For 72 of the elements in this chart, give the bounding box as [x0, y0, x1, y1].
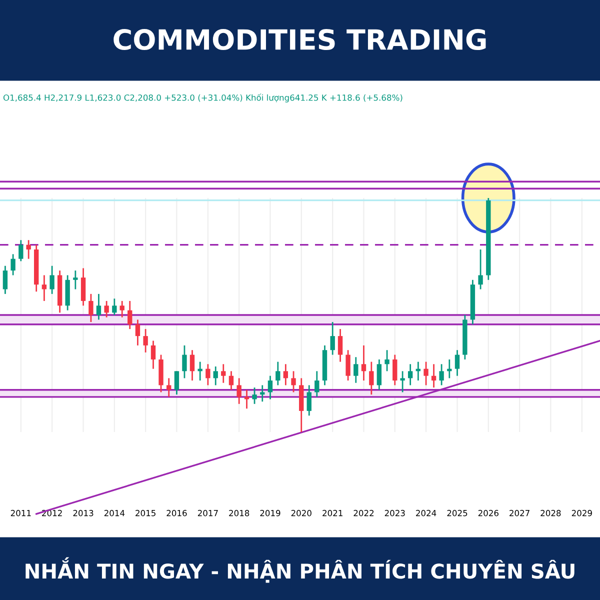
x-tick-label: 2015	[136, 510, 156, 516]
candlestick	[306, 384, 312, 416]
candlestick	[42, 274, 47, 302]
candlestick	[361, 344, 366, 382]
candlestick	[291, 370, 296, 393]
x-tick-label: 2028	[540, 510, 561, 516]
candlestick	[431, 363, 436, 388]
x-tick-label: 2014	[104, 510, 125, 516]
x-tick-label: 2023	[384, 510, 405, 516]
candlestick	[260, 384, 265, 402]
candlestick	[354, 356, 358, 384]
candlestick	[150, 340, 156, 370]
candlestick	[135, 318, 140, 346]
x-tick-label: 2021	[322, 510, 342, 516]
candlestick	[143, 328, 148, 354]
candlestick	[96, 293, 102, 320]
candlestick	[439, 363, 444, 386]
candlestick	[400, 370, 405, 393]
x-tick-label: 2017	[198, 510, 218, 516]
candlestick	[276, 361, 280, 386]
candlestick	[190, 349, 195, 382]
x-tick-label: 2016	[166, 510, 187, 516]
candlestick	[346, 349, 350, 382]
candlestick	[213, 366, 218, 386]
x-tick-label: 2025	[447, 510, 468, 516]
candlestick	[104, 300, 109, 318]
candlestick	[330, 321, 335, 356]
candlestick	[384, 349, 390, 372]
candlestick	[2, 265, 8, 295]
chart-subtitle: O1,685.4 H2,217.9 L1,623.0 C2,208.0 +523.0 (+31.04%) Khối lượng641.25 K +118.6 (+5.68%)	[3, 94, 402, 102]
x-tick-label: 2018	[229, 510, 250, 516]
candlestick	[454, 349, 460, 377]
candlestick	[18, 239, 24, 262]
candlestick	[252, 386, 257, 405]
chart-title: COMMODITIES TRADING	[114, 29, 486, 50]
candlestick	[221, 363, 226, 384]
x-tick-label: 2019	[260, 510, 280, 516]
candlestick	[392, 354, 398, 386]
x-tick-label: 2022	[354, 510, 374, 516]
candlestick	[166, 377, 172, 398]
candlestick	[228, 370, 234, 391]
x-tick-label: 2026	[478, 510, 498, 516]
text: NHẮN TIN NGAY - NHẬN PHÂN TÍCH CHUYÊN SÂU	[26, 557, 574, 583]
candlestick	[73, 270, 78, 290]
candlestick	[174, 370, 180, 396]
candlestick	[424, 361, 428, 386]
candlestick	[112, 298, 117, 316]
x-tick-label: 2027	[510, 510, 530, 516]
candlestick	[283, 363, 288, 386]
x-tick-label: 2024	[416, 510, 436, 516]
candlestick	[369, 361, 374, 396]
x-tick-label: 2029	[572, 510, 592, 516]
candlestick	[198, 361, 202, 382]
candlestick	[478, 248, 483, 290]
candlestick	[408, 363, 413, 386]
candlestick	[88, 293, 94, 323]
candlestick	[10, 253, 16, 276]
candlestick	[80, 268, 86, 306]
candlestick	[26, 239, 31, 260]
candlestick	[376, 358, 382, 391]
candlestick	[268, 375, 273, 400]
candlestick	[314, 370, 320, 398]
x-tick-label: 2013	[73, 510, 94, 516]
candlestick	[236, 377, 242, 405]
candlestick	[338, 328, 343, 362]
x-tick-label: 2011	[10, 510, 31, 516]
candlestick	[182, 344, 187, 379]
candlestick	[120, 300, 124, 318]
candlestick	[128, 300, 132, 330]
x-tick-label: 2020	[291, 510, 312, 516]
candlestick	[50, 265, 54, 295]
candlestick	[206, 363, 210, 386]
